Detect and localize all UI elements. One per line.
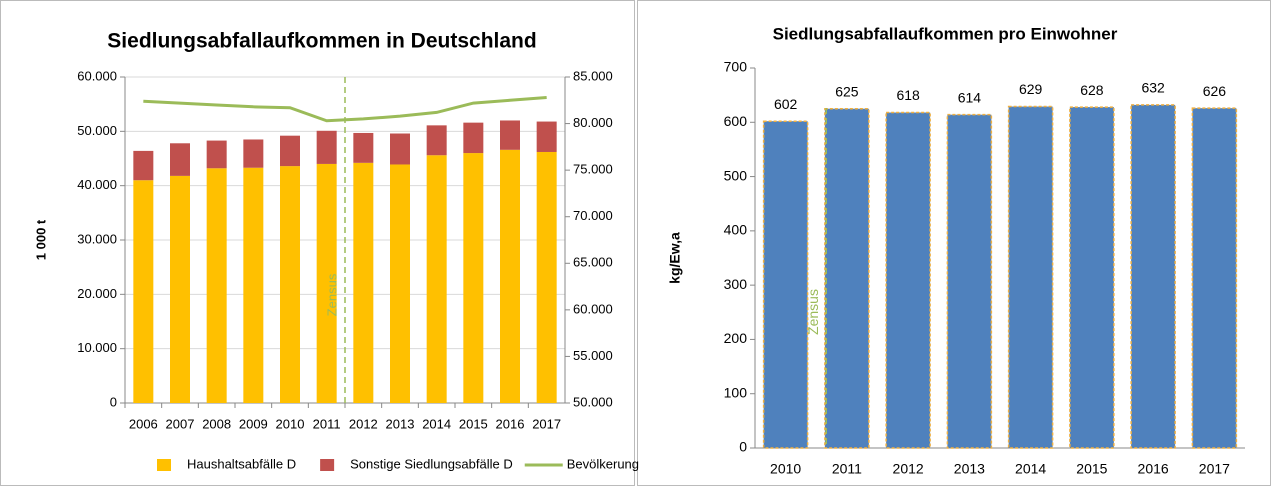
bar-segment	[316, 163, 337, 403]
bar	[1191, 107, 1238, 449]
y-axis-label: kg/Ew,a	[667, 232, 683, 284]
y2-tick-label: 50.000	[573, 394, 613, 409]
chart-title: Siedlungsabfallaufkommen pro Einwohner	[773, 24, 1118, 43]
y2-tick-label: 80.000	[573, 115, 613, 130]
bar-segment	[426, 155, 447, 403]
x-tick-label: 2011	[313, 416, 341, 431]
bar	[885, 111, 931, 449]
x-tick-label: 2013	[386, 416, 415, 431]
data-label: 618	[896, 87, 920, 103]
x-tick-label: 2014	[422, 416, 451, 431]
x-tick-label: 2015	[1076, 461, 1107, 477]
bar-segment	[133, 150, 154, 181]
x-tick-label: 2017	[1199, 461, 1230, 477]
bar-segment	[170, 143, 190, 176]
bar	[1007, 105, 1054, 449]
bar	[762, 120, 809, 449]
bar-segment	[206, 140, 227, 169]
y-tick-label: 60.000	[77, 68, 117, 83]
y-tick-label: 400	[724, 222, 748, 238]
y-tick-label: 30.000	[77, 231, 117, 246]
legend-label: Haushaltsabfälle D	[187, 456, 296, 471]
x-tick-label: 2016	[1138, 461, 1169, 477]
y-tick-label: 500	[724, 167, 748, 183]
bar-segment	[206, 168, 227, 403]
bar	[1069, 106, 1115, 449]
bar-segment	[353, 162, 374, 403]
x-tick-label: 2012	[893, 461, 924, 477]
legend-label: Sonstige Siedlungsabfälle D	[350, 456, 513, 471]
x-tick-label: 2006	[129, 416, 158, 431]
annotation: Zensus	[324, 273, 339, 316]
bar-segment	[500, 149, 520, 403]
y2-tick-label: 70.000	[573, 208, 613, 223]
bar-segment	[243, 139, 264, 168]
x-tick-label: 2015	[459, 416, 488, 431]
data-label: 625	[835, 83, 859, 99]
x-tick-label: 2010	[276, 416, 305, 431]
y-tick-label: 0	[739, 439, 747, 455]
legend-swatch	[157, 459, 171, 471]
y-tick-label: 40.000	[77, 177, 117, 192]
bar-segment	[243, 167, 264, 403]
annotation: Zensus	[805, 289, 821, 335]
bar-segment	[316, 130, 337, 164]
y2-tick-label: 60.000	[573, 301, 613, 316]
y-tick-label: 200	[724, 330, 748, 346]
bar-segment	[536, 151, 557, 403]
y2-tick-label: 85.000	[573, 68, 613, 83]
y-tick-label: 0	[110, 394, 117, 409]
bar-segment	[390, 164, 410, 403]
x-tick-label: 2012	[349, 416, 378, 431]
x-tick-label: 2017	[532, 416, 561, 431]
x-tick-label: 2008	[202, 416, 231, 431]
data-label: 628	[1080, 82, 1104, 98]
bar	[824, 107, 870, 449]
bar-segment	[133, 180, 154, 403]
y-tick-label: 10.000	[77, 340, 117, 355]
y-tick-label: 300	[724, 276, 748, 292]
bar-segment	[426, 125, 447, 156]
data-label: 614	[958, 89, 982, 105]
data-label: 602	[774, 96, 798, 112]
x-tick-label: 2014	[1015, 461, 1046, 477]
y-tick-label: 600	[724, 113, 748, 129]
chart-title: Siedlungsabfallaufkommen in Deutschland	[107, 30, 536, 53]
data-label: 629	[1019, 81, 1043, 97]
bar-segment	[463, 122, 484, 154]
bar-segment	[353, 132, 374, 163]
x-tick-label: 2013	[954, 461, 985, 477]
data-label: 632	[1141, 80, 1165, 96]
data-label: 626	[1203, 83, 1227, 99]
x-tick-label: 2009	[239, 416, 268, 431]
x-tick-label: 2011	[832, 461, 862, 477]
y-axis-label: 1 000 t	[33, 219, 48, 260]
x-tick-label: 2007	[166, 416, 195, 431]
x-tick-label: 2016	[496, 416, 525, 431]
legend-label: Bevölkerung	[567, 456, 639, 471]
bar	[1130, 104, 1176, 449]
bar-segment	[280, 135, 300, 167]
y-tick-label: 50.000	[77, 123, 117, 138]
bar-segment	[280, 166, 300, 403]
bar-segment	[390, 133, 410, 165]
y2-tick-label: 75.000	[573, 162, 613, 177]
y2-tick-label: 65.000	[573, 255, 613, 270]
y2-tick-label: 55.000	[573, 348, 613, 363]
bar-segment	[463, 153, 484, 403]
bar-segment	[170, 175, 190, 403]
bar	[946, 113, 993, 449]
x-tick-label: 2010	[770, 461, 801, 477]
legend-swatch	[320, 459, 335, 471]
bar-segment	[500, 120, 520, 150]
bar-segment	[536, 121, 557, 152]
y-tick-label: 100	[724, 384, 748, 400]
y-tick-label: 700	[724, 59, 748, 75]
y-tick-label: 20.000	[77, 286, 117, 301]
